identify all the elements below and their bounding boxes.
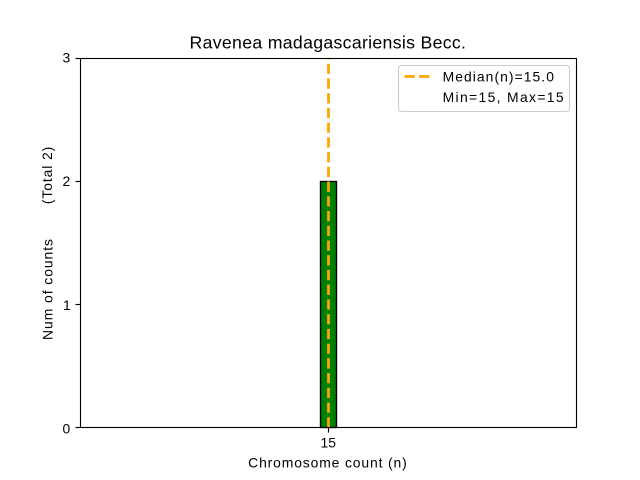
svg-text:(Total 2): (Total 2) bbox=[39, 146, 55, 204]
svg-text:1: 1 bbox=[63, 297, 71, 313]
svg-text:15: 15 bbox=[320, 435, 336, 451]
svg-text:3: 3 bbox=[62, 50, 70, 66]
svg-text:Ravenea madagascariensis Becc.: Ravenea madagascariensis Becc. bbox=[190, 33, 467, 53]
svg-text:Num of counts: Num of counts bbox=[39, 238, 55, 340]
svg-text:2: 2 bbox=[62, 173, 70, 189]
svg-text:0: 0 bbox=[62, 420, 70, 436]
svg-text:Min=15, Max=15: Min=15, Max=15 bbox=[443, 89, 565, 105]
svg-text:Chromosome count (n): Chromosome count (n) bbox=[248, 454, 407, 470]
svg-text:Median(n)=15.0: Median(n)=15.0 bbox=[443, 69, 555, 85]
